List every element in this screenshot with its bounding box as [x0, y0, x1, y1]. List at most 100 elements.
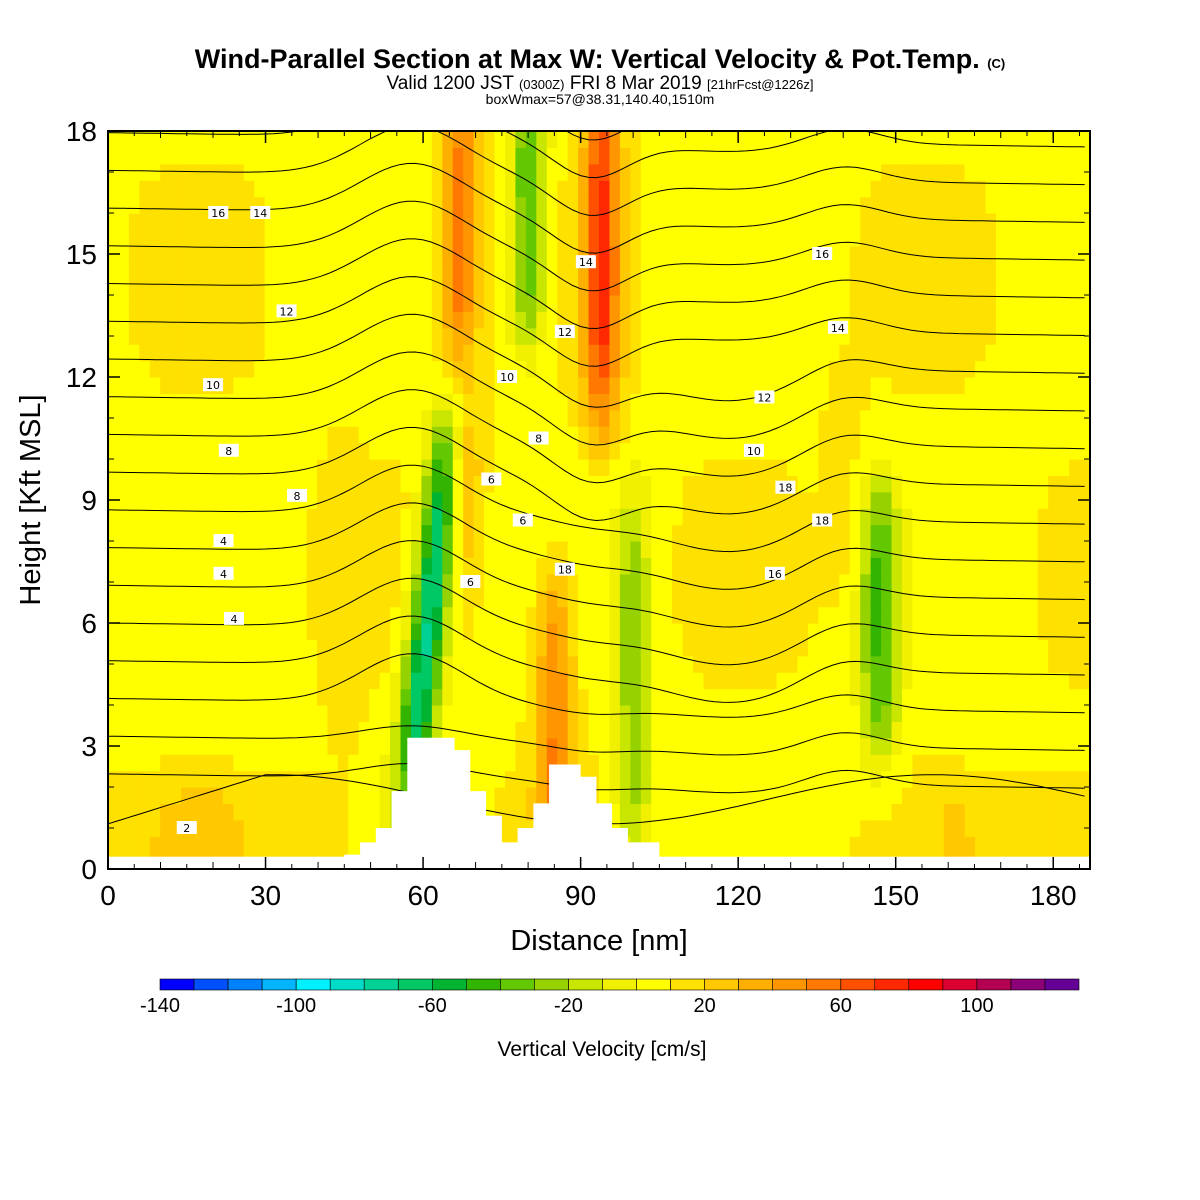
- velocity-cell: [818, 541, 830, 558]
- velocity-cell: [609, 360, 621, 378]
- velocity-cell: [881, 705, 893, 722]
- velocity-cell: [139, 180, 151, 198]
- velocity-cell: [108, 196, 120, 214]
- velocity-cell: [807, 344, 819, 362]
- velocity-cell: [337, 229, 349, 247]
- velocity-cell: [599, 475, 611, 493]
- velocity-cell: [1069, 590, 1081, 608]
- velocity-cell: [275, 541, 287, 558]
- velocity-cell: [1048, 721, 1060, 739]
- velocity-cell: [327, 705, 339, 722]
- velocity-cell: [713, 327, 725, 345]
- velocity-cell: [233, 213, 245, 230]
- velocity-cell: [619, 377, 631, 394]
- velocity-cell: [1058, 590, 1070, 608]
- velocity-cell: [839, 672, 851, 690]
- velocity-cell: [536, 245, 548, 263]
- velocity-cell: [170, 573, 182, 591]
- velocity-cell: [504, 573, 517, 591]
- velocity-cell: [713, 787, 725, 804]
- velocity-cell: [275, 688, 287, 706]
- velocity-cell: [410, 459, 423, 476]
- velocity-cell: [243, 213, 255, 230]
- velocity-cell: [797, 344, 809, 362]
- velocity-cell: [995, 737, 1008, 755]
- velocity-cell: [473, 393, 485, 411]
- velocity-cell: [202, 196, 214, 214]
- velocity-cell: [849, 327, 861, 345]
- velocity-cell: [640, 655, 652, 673]
- velocity-cell: [285, 787, 297, 804]
- velocity-cell: [337, 213, 349, 230]
- velocity-cell: [651, 409, 663, 427]
- velocity-cell: [181, 672, 193, 690]
- velocity-cell: [463, 377, 475, 394]
- velocity-cell: [1006, 377, 1018, 394]
- velocity-cell: [128, 344, 140, 362]
- velocity-cell: [379, 787, 391, 804]
- velocity-cell: [787, 524, 799, 542]
- velocity-cell: [693, 311, 705, 329]
- velocity-cell: [473, 491, 485, 509]
- velocity-cell: [661, 688, 673, 706]
- velocity-cell: [651, 180, 663, 198]
- velocity-cell: [703, 737, 715, 755]
- velocity-cell: [369, 377, 381, 394]
- velocity-cell: [588, 344, 600, 362]
- velocity-cell: [410, 688, 423, 706]
- velocity-cell: [609, 590, 621, 608]
- velocity-cell: [734, 459, 746, 476]
- velocity-cell: [254, 311, 266, 329]
- velocity-cell: [661, 278, 673, 296]
- velocity-cell: [421, 147, 433, 165]
- velocity-cell: [766, 245, 778, 263]
- velocity-cell: [609, 295, 621, 312]
- velocity-cell: [745, 409, 757, 427]
- velocity-cell: [828, 705, 840, 722]
- velocity-cell: [233, 557, 245, 575]
- velocity-cell: [264, 639, 276, 657]
- velocity-cell: [327, 557, 339, 575]
- velocity-cell: [1037, 754, 1049, 772]
- velocity-cell: [202, 311, 214, 329]
- velocity-cell: [222, 327, 234, 345]
- velocity-cell: [254, 196, 266, 214]
- velocity-cell: [296, 508, 308, 526]
- velocity-cell: [912, 475, 924, 493]
- velocity-cell: [912, 180, 924, 198]
- velocity-cell: [818, 377, 830, 394]
- velocity-cell: [306, 787, 318, 804]
- velocity-cell: [933, 541, 945, 558]
- velocity-cell: [901, 655, 914, 673]
- velocity-cell: [1016, 426, 1028, 444]
- velocity-cell: [191, 229, 203, 247]
- velocity-cell: [1016, 147, 1028, 165]
- velocity-cell: [766, 787, 778, 804]
- velocity-cell: [327, 836, 339, 854]
- velocity-cell: [567, 623, 579, 640]
- velocity-cell: [473, 295, 485, 312]
- velocity-cell: [599, 278, 611, 296]
- velocity-cell: [473, 705, 485, 722]
- velocity-cell: [933, 819, 945, 837]
- velocity-cell: [202, 705, 214, 722]
- velocity-cell: [536, 787, 548, 804]
- velocity-cell: [933, 623, 945, 640]
- velocity-cell: [870, 229, 882, 247]
- velocity-cell: [1058, 541, 1070, 558]
- velocity-cell: [651, 770, 663, 788]
- velocity-cell: [390, 541, 402, 558]
- velocity-cell: [243, 590, 255, 608]
- velocity-cell: [640, 393, 652, 411]
- velocity-cell: [546, 377, 558, 394]
- velocity-cell: [275, 623, 287, 640]
- velocity-cell: [181, 623, 193, 640]
- velocity-cell: [358, 557, 370, 575]
- velocity-cell: [316, 213, 328, 230]
- velocity-cell: [181, 311, 193, 329]
- velocity-cell: [202, 623, 214, 640]
- velocity-cell: [609, 262, 621, 280]
- velocity-cell: [484, 377, 496, 394]
- velocity-cell: [797, 672, 809, 690]
- velocity-cell: [1069, 623, 1081, 640]
